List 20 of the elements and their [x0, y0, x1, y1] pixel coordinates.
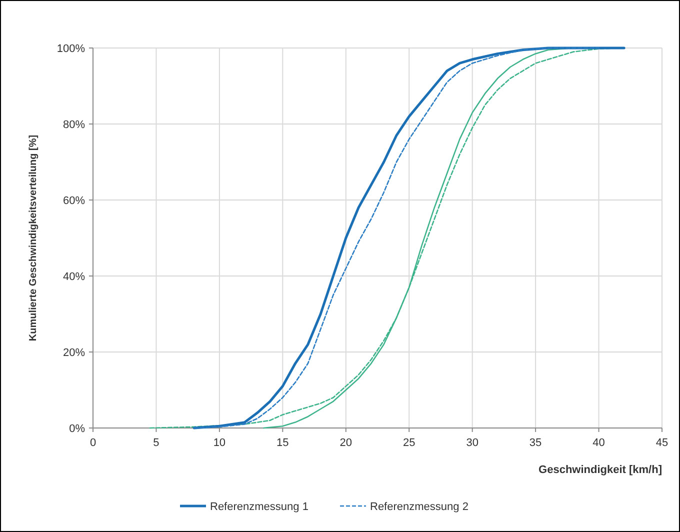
x-tick-label: 25 — [402, 437, 416, 449]
y-tick-label: 0% — [69, 423, 86, 435]
y-tick-label: 20% — [62, 347, 86, 359]
x-tick-label: 35 — [529, 437, 542, 449]
y-tick-label: 100% — [56, 43, 86, 55]
x-tick-label: 20 — [340, 437, 352, 449]
x-tick-label: 10 — [213, 437, 226, 449]
y-tick-label: 60% — [62, 195, 86, 207]
x-tick-label: 0 — [90, 437, 96, 449]
x-tick-label: 15 — [276, 437, 289, 449]
x-tick-label: 30 — [466, 437, 478, 449]
legend-label: Referenzmessung 2 — [370, 501, 468, 513]
x-axis-title: Geschwindigkeit [km/h] — [538, 464, 662, 476]
x-tick-label: 45 — [656, 437, 668, 449]
x-tick-label: 40 — [592, 437, 605, 449]
y-tick-label: 80% — [62, 119, 86, 131]
x-tick-label: 5 — [153, 437, 160, 449]
y-axis-title: Kumulierte Geschwindigkeitsverteilung [%] — [28, 134, 39, 342]
legend-label: Referenzmessung 1 — [210, 501, 308, 513]
y-tick-label: 40% — [62, 271, 86, 283]
